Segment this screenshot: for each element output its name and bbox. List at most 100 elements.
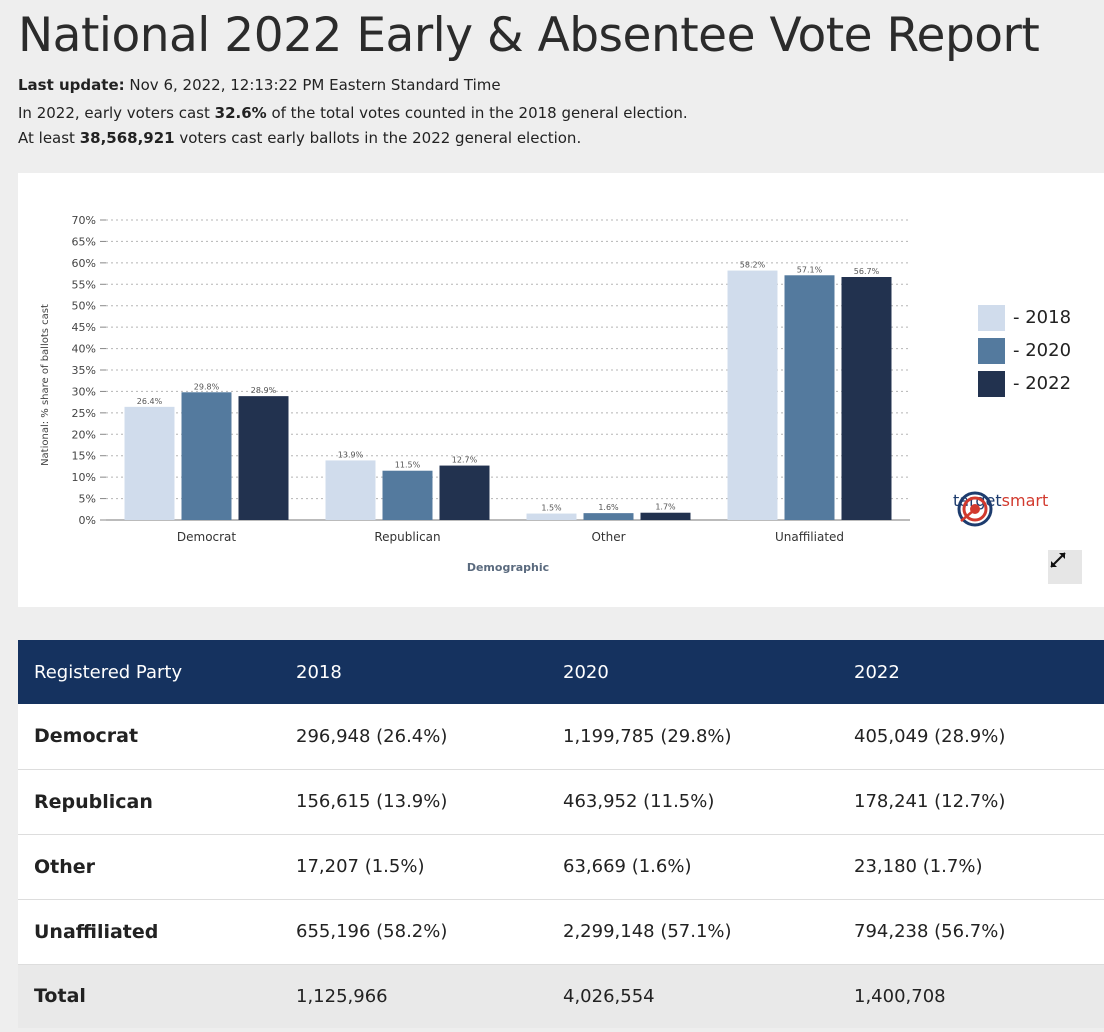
total-row: Total 1,125,966 4,026,554 1,400,708	[18, 964, 1104, 1028]
bar-republican-2022	[439, 465, 490, 520]
header-party: Registered Party	[18, 640, 280, 704]
line1-pre: In 2022, early voters cast	[18, 104, 215, 122]
y-tick-label: 50%	[72, 300, 96, 313]
cell-2020: 4,026,554	[547, 964, 838, 1028]
data-label: 29.8%	[194, 382, 220, 391]
y-tick-label: 45%	[72, 321, 96, 334]
legend-label-2018: - 2018	[1013, 307, 1072, 328]
legend-label-2020: - 2020	[1013, 340, 1072, 361]
cell-party: Republican	[18, 769, 280, 835]
legend-swatch-2018	[978, 304, 1005, 331]
legend-swatch-2020	[978, 337, 1005, 364]
table-row: Democrat 296,948 (26.4%) 1,199,785 (29.8…	[18, 704, 1104, 770]
y-tick-label: 20%	[72, 428, 96, 441]
last-update-line: Last update: Nov 6, 2022, 12:13:22 PM Ea…	[18, 76, 501, 94]
y-tick-label: 60%	[72, 257, 96, 270]
legend-swatch-2022	[978, 370, 1005, 397]
data-label: 57.1%	[797, 265, 823, 274]
cell-party: Total	[18, 964, 280, 1028]
chart-legend: - 2018 - 2020 - 2022	[978, 301, 1071, 400]
brand-logo: targetsmart	[953, 491, 1049, 527]
data-label: 1.7%	[655, 503, 676, 512]
chart-card: 0% 5% 10% 15% 20% 25% 30% 35% 40% 45% 50% 55% 60% 65%…	[18, 173, 1104, 607]
page-title: National 2022 Early & Absentee Vote Repo…	[18, 8, 1040, 63]
header-2018: 2018	[280, 640, 547, 704]
data-label: 28.9%	[251, 386, 277, 395]
y-tick-label: 65%	[72, 235, 96, 248]
brand-text-b: smart	[1001, 491, 1049, 510]
legend-label-2022: - 2022	[1013, 373, 1072, 394]
y-tick-label: 70%	[72, 214, 96, 227]
last-update-label: Last update:	[18, 76, 125, 94]
table-row: Other 17,207 (1.5%) 63,669 (1.6%) 23,180…	[18, 834, 1104, 900]
header-2022: 2022	[838, 640, 1104, 704]
bar-democrat-2020	[181, 392, 232, 520]
y-tick-label: 10%	[72, 471, 96, 484]
cell-party: Unaffiliated	[18, 899, 280, 965]
x-tick-label: Republican	[374, 530, 440, 544]
cell-party: Democrat	[18, 704, 280, 770]
cell-2022: 405,049 (28.9%)	[838, 704, 1104, 770]
y-tick-label: 15%	[72, 450, 96, 463]
data-label: 12.7%	[452, 456, 478, 465]
data-label: 26.4%	[137, 397, 163, 406]
x-tick-label: Democrat	[177, 530, 237, 544]
x-tick-label: Unaffiliated	[775, 530, 844, 544]
legend-item-2020[interactable]: - 2020	[978, 334, 1071, 367]
line2-bold: 38,568,921	[79, 129, 175, 147]
expand-button[interactable]	[1048, 550, 1082, 584]
data-label: 11.5%	[395, 461, 421, 470]
legend-item-2022[interactable]: - 2022	[978, 367, 1071, 400]
data-label: 1.5%	[541, 504, 562, 513]
cell-2020: 463,952 (11.5%)	[547, 769, 838, 835]
data-label: 56.7%	[854, 267, 880, 276]
y-tick-label: 5%	[79, 493, 96, 506]
last-update-value: Nov 6, 2022, 12:13:22 PM Eastern Standar…	[129, 76, 501, 94]
bar-democrat-2018	[124, 406, 175, 520]
cell-party: Other	[18, 834, 280, 900]
data-label: 58.2%	[740, 261, 766, 270]
expand-icon	[1050, 552, 1066, 568]
cell-2022: 23,180 (1.7%)	[838, 834, 1104, 900]
bar-unaffiliated-2020	[784, 275, 835, 520]
y-tick-label: 25%	[72, 407, 96, 420]
cell-2018: 156,615 (13.9%)	[280, 769, 547, 835]
x-tick-label: Other	[591, 530, 625, 544]
bar-unaffiliated-2018	[727, 270, 778, 520]
cell-2020: 2,299,148 (57.1%)	[547, 899, 838, 965]
bar-unaffiliated-2022	[841, 277, 892, 520]
table-row: Unaffiliated 655,196 (58.2%) 2,299,148 (…	[18, 899, 1104, 965]
table-header-row: Registered Party 2018 2020 2022	[18, 640, 1104, 704]
line2-post: voters cast early ballots in the 2022 ge…	[174, 129, 582, 147]
cell-2020: 1,199,785 (29.8%)	[547, 704, 838, 770]
legend-item-2018[interactable]: - 2018	[978, 301, 1071, 334]
line1-bold: 32.6%	[214, 104, 267, 122]
y-tick-label: 0%	[79, 514, 96, 527]
cell-2022: 1,400,708	[838, 964, 1104, 1028]
bar-chart: 0% 5% 10% 15% 20% 25% 30% 35% 40% 45% 50% 55% 60% 65%…	[40, 214, 910, 574]
bar-republican-2020	[382, 470, 433, 520]
cell-2018: 1,125,966	[280, 964, 547, 1028]
bar-other-2018	[526, 513, 577, 520]
y-axis-title: National: % share of ballots cast	[40, 304, 51, 466]
early-ballots-line: At least 38,568,921 voters cast early ba…	[18, 129, 581, 147]
bar-other-2020	[583, 513, 634, 520]
line1-post: of the total votes counted in the 2018 g…	[266, 104, 688, 122]
data-label: 1.6%	[598, 503, 619, 512]
y-tick-label: 40%	[72, 343, 96, 356]
line2-pre: At least	[18, 129, 80, 147]
y-tick-label: 30%	[72, 385, 96, 398]
early-vote-share-line: In 2022, early voters cast 32.6% of the …	[18, 104, 688, 122]
y-tick-label: 55%	[72, 278, 96, 291]
bar-democrat-2022	[238, 396, 289, 520]
cell-2022: 178,241 (12.7%)	[838, 769, 1104, 835]
results-table: Registered Party 2018 2020 2022 Democrat…	[18, 640, 1104, 1028]
bar-republican-2018	[325, 460, 376, 520]
header-2020: 2020	[547, 640, 838, 704]
y-tick-label: 35%	[72, 364, 96, 377]
table-row: Republican 156,615 (13.9%) 463,952 (11.5…	[18, 769, 1104, 835]
data-label: 13.9%	[338, 450, 364, 459]
x-axis-title: Demographic	[467, 561, 549, 574]
cell-2018: 17,207 (1.5%)	[280, 834, 547, 900]
bar-other-2022	[640, 512, 691, 520]
